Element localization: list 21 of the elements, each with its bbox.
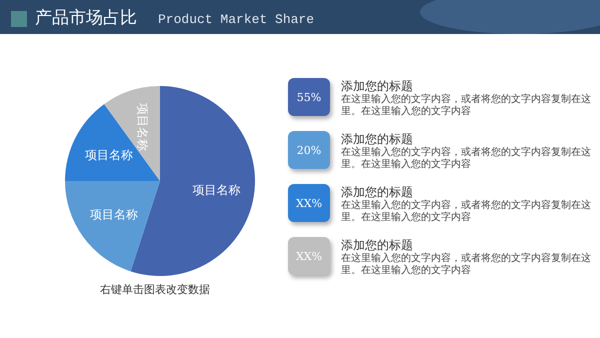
text: 在这里输入您的文字内容，或者将您的文字内容复制在这里。在这里输入您的文字内容 — [341, 147, 591, 171]
text: 添加您的标题 — [341, 79, 414, 93]
text: 添加您的标题 — [341, 132, 414, 146]
text: 在这里输入您的文字内容，或者将您的文字内容复制在这里。在这里输入您的文字内容 — [341, 94, 591, 118]
slice-label: 项目名称 — [135, 102, 150, 151]
badge-box: XX% — [288, 184, 330, 222]
chart-subtitle: Product Market Share — [158, 12, 314, 28]
text: 右键单击图表改变数据 — [99, 282, 211, 297]
pie-slice — [65, 104, 160, 181]
slice-label: 项目名称 — [90, 208, 138, 222]
text: 添加您的标题 — [341, 185, 414, 199]
badge-box: 20% — [288, 131, 330, 169]
text: 添加您的标题 — [341, 238, 414, 252]
badge-box: XX% — [288, 237, 330, 275]
pie-slice — [65, 181, 160, 272]
slice-label: 项目名称 — [192, 182, 240, 197]
text: 在这里输入您的文字内容，或者将您的文字内容复制在这里。在这里输入您的文字内容 — [341, 200, 591, 224]
chart-title: 产品市场占比 — [35, 8, 137, 28]
text: 在这里输入您的文字内容，或者将您的文字内容复制在这里。在这里输入您的文字内容 — [341, 253, 591, 277]
badge-box: 55% — [288, 78, 330, 116]
slice-label: 项目名称 — [85, 148, 134, 162]
